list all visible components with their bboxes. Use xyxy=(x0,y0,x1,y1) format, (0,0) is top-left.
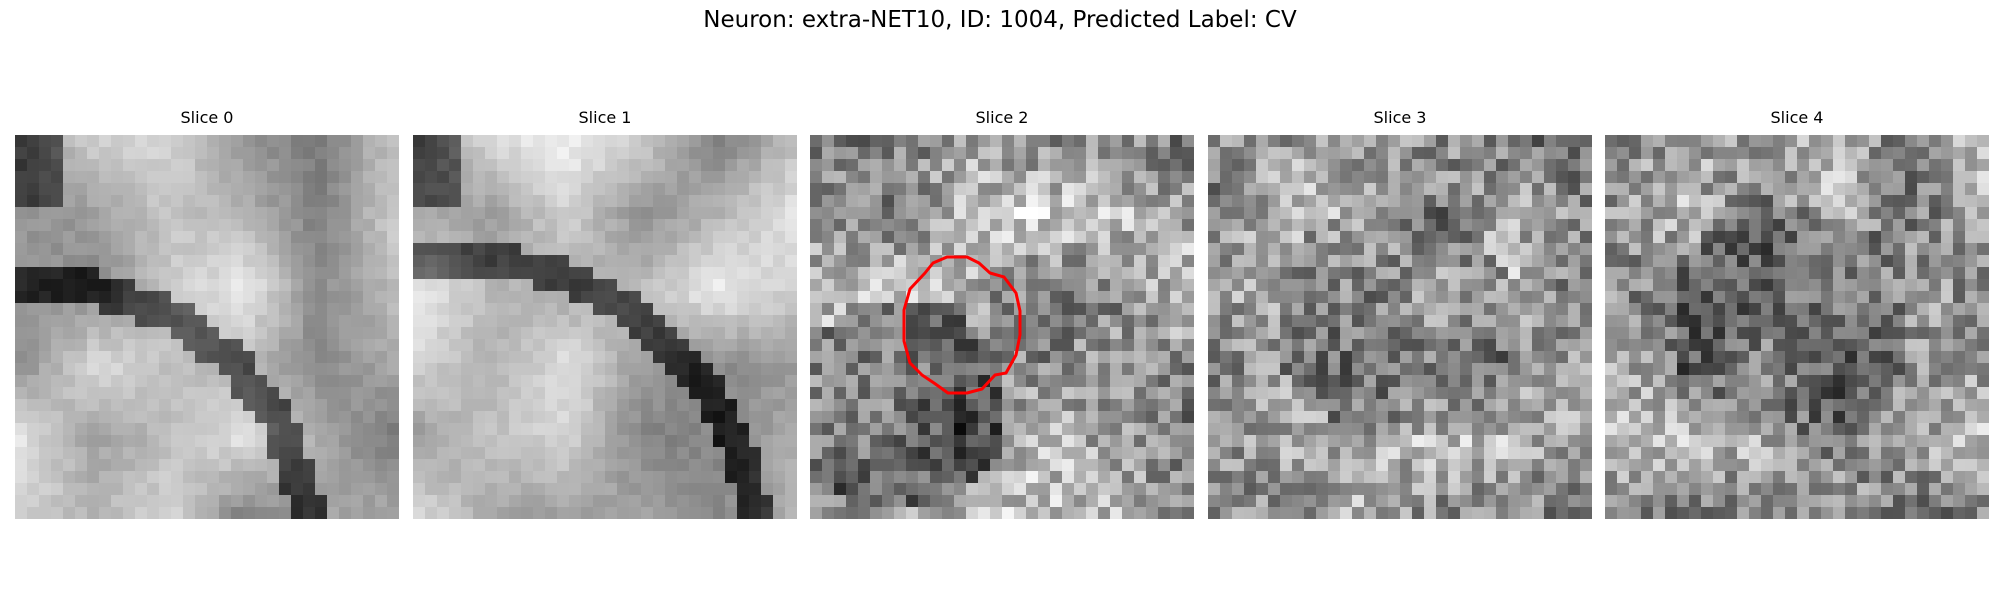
slice-title-2: Slice 2 xyxy=(975,108,1029,127)
slice-title-0: Slice 0 xyxy=(180,108,234,127)
slice-canvas-3 xyxy=(1208,135,1592,519)
slice-canvas-2 xyxy=(810,135,1194,519)
slice-image-2 xyxy=(810,135,1194,519)
slice-canvas-4 xyxy=(1605,135,1989,519)
slice-title-4: Slice 4 xyxy=(1770,108,1824,127)
slice-image-1 xyxy=(413,135,797,519)
slice-canvas-1 xyxy=(413,135,797,519)
slice-image-3 xyxy=(1208,135,1592,519)
slice-panel-2: Slice 2 xyxy=(810,108,1194,519)
slice-title-3: Slice 3 xyxy=(1373,108,1427,127)
slice-title-1: Slice 1 xyxy=(578,108,632,127)
slice-canvas-0 xyxy=(15,135,399,519)
slice-image-0 xyxy=(15,135,399,519)
figure-title: Neuron: extra-NET10, ID: 1004, Predicted… xyxy=(703,7,1297,33)
slice-image-4 xyxy=(1605,135,1989,519)
slice-panel-0: Slice 0 xyxy=(15,108,399,519)
slice-panel-3: Slice 3 xyxy=(1208,108,1592,519)
slice-panel-1: Slice 1 xyxy=(413,108,797,519)
slice-panel-4: Slice 4 xyxy=(1605,108,1989,519)
